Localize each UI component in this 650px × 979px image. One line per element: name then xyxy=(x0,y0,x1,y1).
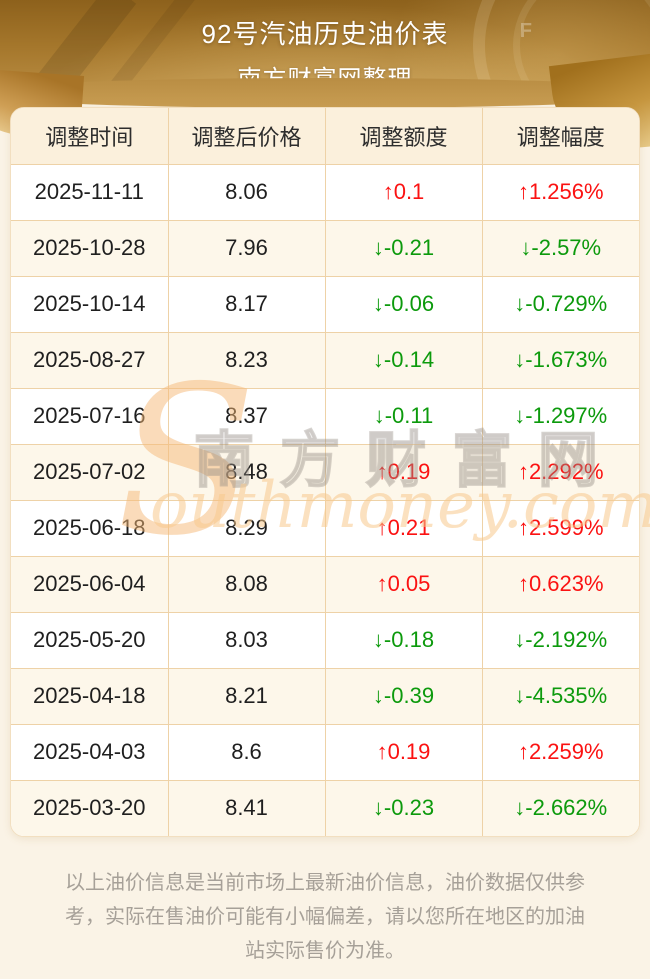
pct-cell: ↑0.623% xyxy=(482,556,639,613)
pct-cell: ↓-4.535% xyxy=(482,668,639,725)
page-title: 92号汽油历史油价表 xyxy=(201,19,449,49)
column-header-price: 调整后价格 xyxy=(168,108,326,165)
change-cell: ↓-0.11 xyxy=(325,388,483,445)
change-cell: ↓-0.21 xyxy=(325,220,483,277)
header-curve-decoration xyxy=(0,78,650,108)
date-cell: 2025-10-28 xyxy=(11,220,169,277)
pct-cell: ↓-1.673% xyxy=(482,332,639,389)
table-row: 2025-04-03 8.6 ↑0.19 ↑2.259% xyxy=(11,724,639,781)
date-cell: 2025-05-20 xyxy=(11,612,169,669)
price-cell: 8.23 xyxy=(168,332,326,389)
price-cell: 8.06 xyxy=(168,164,326,221)
date-cell: 2025-04-18 xyxy=(11,668,169,725)
date-cell: 2025-08-27 xyxy=(11,332,169,389)
pct-cell: ↓-0.729% xyxy=(482,276,639,333)
pct-cell: ↓-2.192% xyxy=(482,612,639,669)
table-row: 2025-07-16 8.37 ↓-0.11 ↓-1.297% xyxy=(11,388,639,445)
fuel-gauge-f-mark: F xyxy=(519,20,532,42)
price-cell: 7.96 xyxy=(168,220,326,277)
pct-cell: ↑1.256% xyxy=(482,164,639,221)
price-cell: 8.03 xyxy=(168,612,326,669)
change-cell: ↑0.19 xyxy=(325,444,483,501)
column-header-pct: 调整幅度 xyxy=(482,108,639,165)
table-header-row: 调整时间 调整后价格 调整额度 调整幅度 xyxy=(11,108,639,165)
table-row: 2025-08-27 8.23 ↓-0.14 ↓-1.673% xyxy=(11,332,639,389)
table-row: 2025-07-02 8.48 ↑0.19 ↑2.292% xyxy=(11,444,639,501)
price-cell: 8.21 xyxy=(168,668,326,725)
price-history-table: 调整时间 调整后价格 调整额度 调整幅度 2025-11-11 8.06 ↑0.… xyxy=(10,107,640,837)
table-row: 2025-04-18 8.21 ↓-0.39 ↓-4.535% xyxy=(11,668,639,725)
change-cell: ↓-0.14 xyxy=(325,332,483,389)
pct-cell: ↓-2.57% xyxy=(482,220,639,277)
price-cell: 8.08 xyxy=(168,556,326,613)
date-cell: 2025-06-04 xyxy=(11,556,169,613)
change-cell: ↑0.1 xyxy=(325,164,483,221)
price-cell: 8.41 xyxy=(168,780,326,836)
date-cell: 2025-03-20 xyxy=(11,780,169,836)
table-row: 2025-10-28 7.96 ↓-0.21 ↓-2.57% xyxy=(11,220,639,277)
change-cell: ↑0.05 xyxy=(325,556,483,613)
date-cell: 2025-04-03 xyxy=(11,724,169,781)
pct-cell: ↓-2.662% xyxy=(514,795,608,821)
date-cell: 2025-07-02 xyxy=(11,444,169,501)
pct-cell: ↑2.259% xyxy=(482,724,639,781)
pct-cell: ↑2.292% xyxy=(482,444,639,501)
column-header-change: 调整额度 xyxy=(325,108,483,165)
table-row: 2025-06-18 8.29 ↑0.21 ↑2.599% xyxy=(11,500,639,557)
price-cell: 8.17 xyxy=(168,276,326,333)
date-cell: 2025-07-16 xyxy=(11,388,169,445)
date-cell: 2025-11-11 xyxy=(11,164,169,221)
pct-cell: ↑2.599% xyxy=(482,500,639,557)
table-row: 2025-05-20 8.03 ↓-0.18 ↓-2.192% xyxy=(11,612,639,669)
table-row: 2025-03-20 8.41 ↓-0.23 ↓-2.662% xyxy=(11,780,639,836)
change-cell: ↑0.21 xyxy=(325,500,483,557)
date-cell: 2025-06-18 xyxy=(11,500,169,557)
table-row: 2025-06-04 8.08 ↑0.05 ↑0.623% xyxy=(11,556,639,613)
price-cell: 8.37 xyxy=(168,388,326,445)
column-header-date: 调整时间 xyxy=(11,108,169,165)
change-cell: ↓-0.18 xyxy=(325,612,483,669)
pct-cell: ↓-1.297% xyxy=(482,388,639,445)
change-cell: ↓-0.39 xyxy=(325,668,483,725)
fuel-gauge-ring-decoration xyxy=(513,0,650,100)
disclaimer-note: 以上油价信息是当前市场上最新油价信息，油价数据仅供参考，实际在售油价可能有小幅偏… xyxy=(65,872,585,962)
change-cell: ↓-0.23 xyxy=(325,780,483,836)
price-cell: 8.29 xyxy=(168,500,326,557)
change-cell: ↓-0.06 xyxy=(325,276,483,333)
price-cell: 8.48 xyxy=(168,444,326,501)
date-cell: 2025-10-14 xyxy=(11,276,169,333)
table-row: 2025-11-11 8.06 ↑0.1 ↑1.256% xyxy=(11,164,639,221)
table-row: 2025-10-14 8.17 ↓-0.06 ↓-0.729% xyxy=(11,276,639,333)
change-cell: ↑0.19 xyxy=(325,724,483,781)
fuel-gauge-ring-decoration xyxy=(473,0,650,100)
price-cell: 8.6 xyxy=(168,724,326,781)
